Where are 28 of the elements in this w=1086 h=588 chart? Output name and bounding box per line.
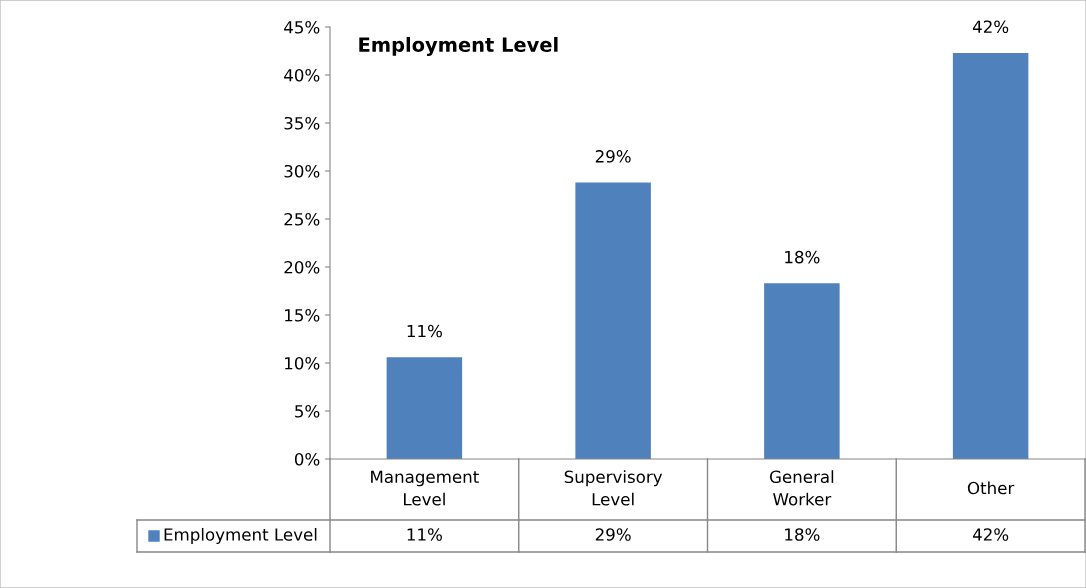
text: 11%: [407, 324, 442, 338]
data-label: 11%: [407, 528, 442, 541]
y-tick-label: 5%: [295, 404, 320, 418]
x-tick-label: Supervisory Level: [564, 470, 663, 506]
bar: [764, 283, 840, 459]
bar: [575, 182, 651, 459]
x-tick-label: Other: [967, 481, 1015, 495]
x-tick-label: General Worker: [769, 470, 834, 506]
text: 42%: [972, 20, 1009, 34]
data-label: 18%: [785, 528, 820, 541]
y-tick-label: 0%: [294, 452, 320, 466]
bar: [952, 52, 1029, 459]
text: 18%: [785, 250, 820, 264]
y-tick-label: 25%: [284, 212, 320, 226]
legend-label: Employment Level: [164, 527, 317, 545]
y-tick-label: 15%: [285, 308, 320, 322]
y-tick-label: 10%: [285, 356, 320, 370]
data-label: 29%: [595, 528, 631, 541]
x-tick-label: Management Level: [371, 470, 479, 506]
data-label: 42%: [972, 528, 1009, 541]
y-tick-label: 30%: [284, 164, 320, 178]
bar: [386, 357, 463, 459]
y-tick-label: 45%: [284, 20, 320, 34]
y-tick-label: 40%: [284, 68, 320, 82]
chart-title: Employment Level: [359, 36, 558, 56]
y-tick-label: 20%: [284, 260, 320, 274]
text: 29%: [595, 150, 631, 163]
y-tick-label: 35%: [284, 116, 320, 130]
